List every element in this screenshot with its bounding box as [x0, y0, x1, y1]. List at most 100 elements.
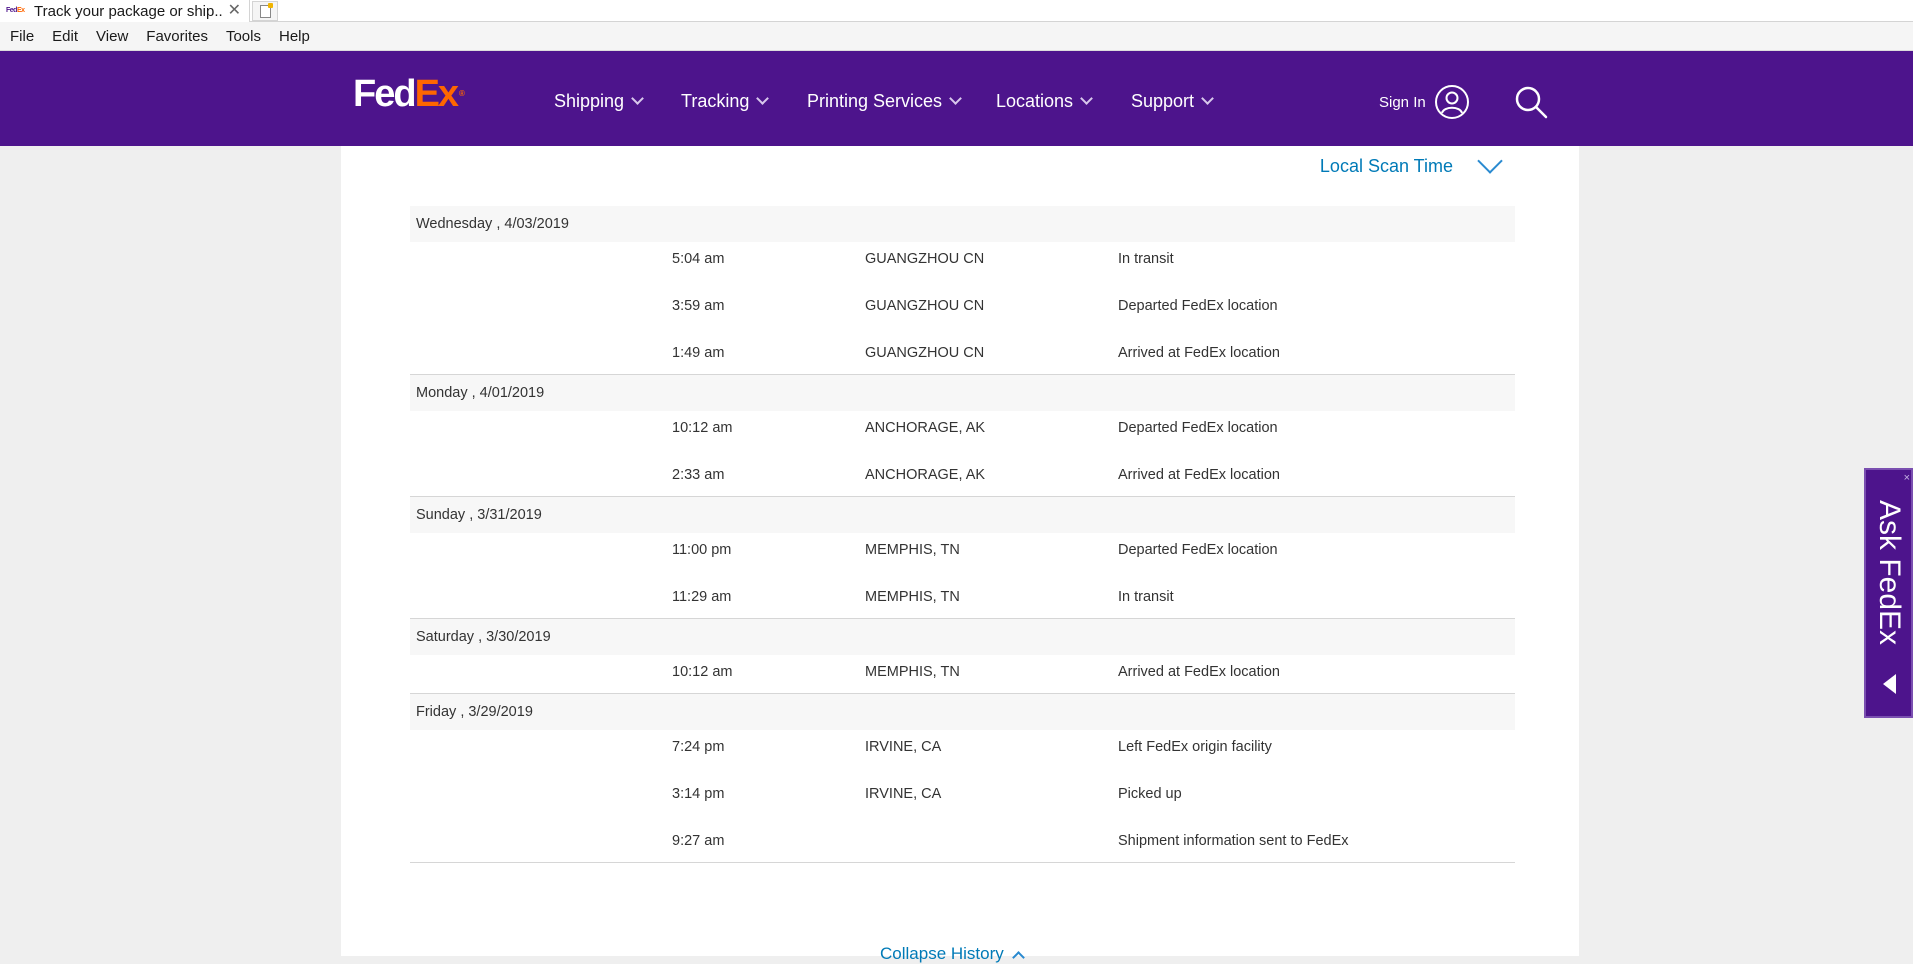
event-status: Left FedEx origin facility	[1118, 739, 1272, 755]
event-status: In transit	[1118, 251, 1174, 267]
chevron-down-icon	[631, 91, 644, 105]
logo-registered-mark: ®	[459, 89, 465, 98]
nav-tracking[interactable]: Tracking	[681, 88, 770, 114]
nav-support[interactable]: Support	[1131, 88, 1214, 114]
day-group: Sunday , 3/31/2019 11:00 pm MEMPHIS, TN …	[410, 497, 1515, 619]
travel-history-table: Wednesday , 4/03/2019 5:04 am GUANGZHOU …	[410, 206, 1515, 863]
travel-history-card: Local Scan Time Wednesday , 4/03/2019 5:…	[341, 146, 1579, 964]
table-row: 3:59 am GUANGZHOU CN Departed FedEx loca…	[410, 289, 1515, 336]
nav-shipping[interactable]: Shipping	[554, 88, 644, 114]
day-group: Saturday , 3/30/2019 10:12 am MEMPHIS, T…	[410, 619, 1515, 694]
close-icon[interactable]: ✕	[227, 2, 241, 19]
table-row: 10:12 am MEMPHIS, TN Arrived at FedEx lo…	[410, 655, 1515, 693]
event-location: ANCHORAGE, AK	[865, 467, 986, 483]
event-location: MEMPHIS, TN	[865, 589, 960, 605]
local-scan-time-dropdown[interactable]: Local Scan Time	[1319, 148, 1503, 178]
table-row: 1:49 am GUANGZHOU CN Arrived at FedEx lo…	[410, 336, 1515, 374]
event-time: 10:12 am	[672, 664, 733, 680]
event-time: 3:14 pm	[672, 786, 725, 802]
event-location: GUANGZHOU CN	[865, 345, 985, 361]
event-status: In transit	[1118, 589, 1174, 605]
event-status: Arrived at FedEx location	[1118, 467, 1280, 483]
sign-in-link[interactable]: Sign In	[1379, 93, 1426, 111]
event-status: Shipment information sent to FedEx	[1118, 833, 1349, 849]
local-scan-time-label: Local Scan Time	[1319, 155, 1453, 176]
nav-printing-services-label: Printing Services	[807, 90, 943, 111]
event-location: ANCHORAGE, AK	[865, 420, 986, 436]
event-status: Arrived at FedEx location	[1118, 345, 1280, 361]
table-row: 2:33 am ANCHORAGE, AK Arrived at FedEx l…	[410, 458, 1515, 496]
day-header: Sunday , 3/31/2019	[410, 497, 1515, 533]
event-location: GUANGZHOU CN	[865, 251, 985, 267]
table-row: 9:27 am Shipment information sent to Fed…	[410, 824, 1515, 862]
event-status: Departed FedEx location	[1118, 298, 1278, 314]
event-status: Departed FedEx location	[1118, 420, 1278, 436]
ask-fedex-tab[interactable]: × Ask FedEx	[1864, 468, 1913, 718]
event-time: 5:04 am	[672, 251, 725, 267]
collapse-history-label: Collapse History	[880, 944, 1004, 963]
event-time: 7:24 pm	[672, 739, 725, 755]
event-location: IRVINE, CA	[865, 739, 942, 755]
nav-locations[interactable]: Locations	[996, 88, 1093, 114]
event-time: 11:00 pm	[672, 542, 732, 558]
fedex-favicon-icon: FedEx	[6, 7, 25, 14]
chevron-down-icon	[1080, 91, 1093, 105]
event-location: MEMPHIS, TN	[865, 542, 960, 558]
nav-tracking-label: Tracking	[681, 90, 750, 111]
site-header: FedEx ® Shipping Tracking Printing Servic…	[0, 51, 1913, 146]
collapse-history-link[interactable]: Collapse History	[880, 944, 1025, 964]
menu-tools[interactable]: Tools	[225, 27, 261, 45]
event-time: 1:49 am	[672, 345, 725, 361]
chevron-down-icon	[1201, 91, 1214, 105]
chevron-up-icon	[1011, 950, 1025, 964]
event-time: 9:27 am	[672, 833, 725, 849]
event-time: 10:12 am	[672, 420, 733, 436]
nav-locations-label: Locations	[996, 90, 1074, 111]
day-group: Friday , 3/29/2019 7:24 pm IRVINE, CA Le…	[410, 694, 1515, 863]
table-row: 11:00 pm MEMPHIS, TN Departed FedEx loca…	[410, 533, 1515, 580]
menu-view[interactable]: View	[96, 27, 129, 45]
day-header: Wednesday , 4/03/2019	[410, 206, 1515, 242]
table-row: 11:29 am MEMPHIS, TN In transit	[410, 580, 1515, 618]
day-header: Monday , 4/01/2019	[410, 375, 1515, 411]
day-group: Wednesday , 4/03/2019 5:04 am GUANGZHOU …	[410, 206, 1515, 375]
user-account-icon[interactable]	[1434, 84, 1470, 120]
chevron-down-icon	[949, 91, 962, 105]
event-location: MEMPHIS, TN	[865, 664, 960, 680]
day-header: Saturday , 3/30/2019	[410, 619, 1515, 655]
browser-tab[interactable]: FedEx Track your package or ship... ✕	[0, 0, 250, 22]
nav-support-label: Support	[1131, 90, 1195, 111]
logo-fed: Fed	[353, 73, 417, 115]
event-status: Picked up	[1118, 786, 1182, 802]
logo-ex: Ex	[414, 73, 460, 115]
new-tab-icon	[259, 2, 273, 18]
menu-edit[interactable]: Edit	[52, 27, 79, 45]
new-tab-button[interactable]	[252, 1, 278, 21]
event-time: 11:29 am	[672, 589, 732, 605]
menu-favorites[interactable]: Favorites	[146, 27, 208, 45]
event-time: 2:33 am	[672, 467, 725, 483]
day-header: Friday , 3/29/2019	[410, 694, 1515, 730]
fedex-logo[interactable]: FedEx ®	[353, 74, 465, 114]
menu-file[interactable]: File	[10, 27, 35, 45]
browser-menu-bar: File Edit View Favorites Tools Help	[0, 22, 1913, 51]
browser-tab-title: Track your package or ship...	[34, 2, 224, 20]
browser-tab-bar: FedEx Track your package or ship... ✕	[0, 0, 1913, 22]
table-row: 7:24 pm IRVINE, CA Left FedEx origin fac…	[410, 730, 1515, 777]
arrow-left-icon	[1883, 674, 1896, 694]
chevron-down-icon	[756, 91, 770, 105]
event-location: IRVINE, CA	[865, 786, 942, 802]
event-status: Arrived at FedEx location	[1118, 664, 1280, 680]
table-row: 3:14 pm IRVINE, CA Picked up	[410, 777, 1515, 824]
search-icon[interactable]	[1514, 85, 1548, 119]
nav-printing-services[interactable]: Printing Services	[807, 88, 962, 114]
close-icon[interactable]: ×	[1903, 472, 1910, 484]
ask-fedex-label: Ask FedEx	[1873, 500, 1906, 646]
event-status: Departed FedEx location	[1118, 542, 1278, 558]
table-row: 10:12 am ANCHORAGE, AK Departed FedEx lo…	[410, 411, 1515, 458]
menu-help[interactable]: Help	[279, 27, 310, 45]
nav-shipping-label: Shipping	[554, 90, 625, 111]
day-group: Monday , 4/01/2019 10:12 am ANCHORAGE, A…	[410, 375, 1515, 497]
chevron-down-icon	[1477, 148, 1503, 174]
event-time: 3:59 am	[672, 298, 725, 314]
